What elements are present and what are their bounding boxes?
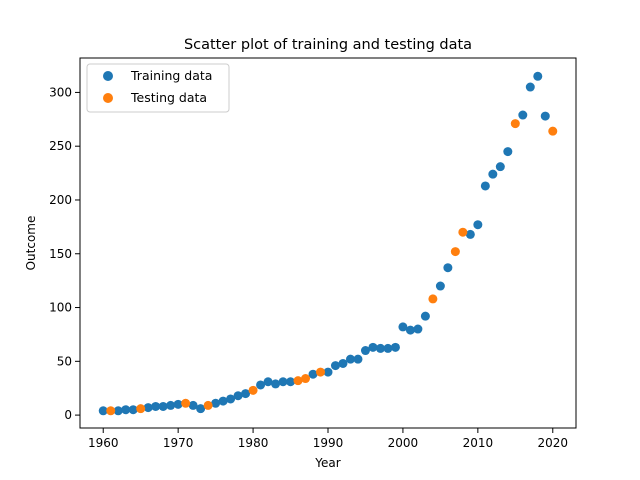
plot-area — [98, 71, 558, 416]
data-point — [390, 342, 400, 352]
data-point — [136, 404, 146, 414]
data-point — [465, 229, 475, 239]
x-tick-label: 2020 — [538, 436, 569, 450]
data-point — [330, 361, 340, 371]
legend-marker-testing — [103, 93, 113, 103]
data-point — [533, 71, 543, 81]
y-tick-label: 100 — [49, 301, 72, 315]
data-point — [218, 396, 228, 406]
y-tick-label: 150 — [49, 247, 72, 261]
data-point — [151, 401, 161, 411]
series-testing — [106, 119, 558, 416]
data-point — [495, 162, 505, 172]
x-tick-label: 2010 — [463, 436, 494, 450]
legend: Training data Testing data — [86, 63, 230, 113]
x-axis-label: Year — [314, 456, 340, 470]
y-tick-label: 200 — [49, 193, 72, 207]
data-point — [368, 342, 378, 352]
data-point — [413, 324, 423, 334]
data-point — [256, 380, 266, 390]
data-point — [263, 377, 273, 387]
data-point — [301, 374, 311, 384]
series-training — [98, 71, 550, 416]
data-point — [143, 403, 153, 413]
data-point — [271, 379, 281, 389]
data-point — [443, 263, 453, 273]
data-point — [540, 111, 550, 121]
x-tick-label: 2000 — [388, 436, 419, 450]
data-point — [286, 377, 296, 387]
y-tick-label: 50 — [57, 354, 72, 368]
data-point — [518, 110, 528, 120]
data-point — [548, 126, 558, 136]
data-point — [181, 398, 191, 408]
legend-label-testing: Testing data — [130, 90, 207, 105]
legend-label-training: Training data — [130, 68, 212, 83]
data-point — [428, 294, 438, 304]
data-point — [458, 227, 468, 237]
data-point — [166, 400, 176, 410]
data-point — [323, 367, 333, 377]
data-point — [293, 376, 303, 386]
data-point — [525, 82, 535, 92]
y-axis-label: Outcome — [24, 216, 38, 271]
data-point — [173, 399, 183, 409]
x-axis: 1960 1970 1980 1990 2000 2010 2020 — [88, 428, 568, 450]
data-point — [503, 147, 513, 157]
data-point — [278, 377, 288, 387]
data-point — [308, 369, 318, 379]
chart-title: Scatter plot of training and testing dat… — [184, 37, 472, 53]
data-point — [405, 325, 415, 335]
data-point — [435, 281, 445, 291]
data-point — [121, 405, 131, 415]
data-point — [450, 247, 460, 257]
data-point — [158, 401, 168, 411]
data-point — [211, 398, 221, 408]
y-tick-label: 250 — [49, 139, 72, 153]
data-point — [188, 400, 198, 410]
data-point — [203, 400, 213, 410]
data-point — [113, 406, 123, 416]
data-point — [510, 119, 520, 129]
y-tick-label: 0 — [64, 408, 72, 422]
data-point — [345, 354, 355, 364]
data-point — [480, 181, 490, 191]
data-point — [398, 322, 408, 332]
data-point — [196, 404, 206, 414]
data-point — [473, 220, 483, 230]
data-point — [106, 406, 116, 416]
data-point — [338, 358, 348, 368]
data-point — [226, 394, 236, 404]
x-tick-label: 1970 — [163, 436, 194, 450]
y-tick-label: 300 — [49, 85, 72, 99]
data-point — [316, 367, 326, 377]
x-tick-label: 1990 — [313, 436, 344, 450]
data-point — [353, 354, 363, 364]
data-point — [128, 405, 138, 415]
x-tick-label: 1960 — [88, 436, 119, 450]
data-point — [241, 389, 251, 399]
legend-box — [86, 63, 230, 113]
legend-marker-training — [103, 71, 113, 81]
data-point — [248, 385, 258, 395]
y-axis: 0 50 100 150 200 250 300 — [49, 85, 80, 422]
data-point — [360, 346, 370, 356]
x-tick-label: 1980 — [238, 436, 269, 450]
data-point — [98, 406, 108, 416]
data-point — [375, 343, 385, 353]
data-point — [233, 391, 243, 401]
data-point — [383, 343, 393, 353]
data-point — [488, 169, 498, 179]
data-point — [420, 311, 430, 321]
